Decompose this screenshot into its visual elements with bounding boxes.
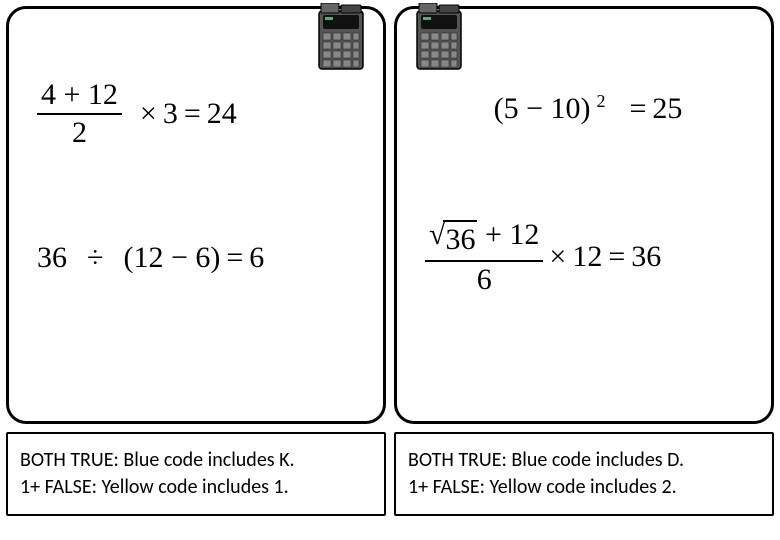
card-right: (5 − 10)2 = 25 √ 36 + 12 6 × 12 = 3 — [394, 6, 774, 424]
denominator: 6 — [473, 262, 496, 296]
sqrt: √ 36 — [429, 220, 477, 258]
answer-line-false: 1+ FALSE: Yellow code includes 1. — [20, 474, 372, 501]
equals-sign: = — [226, 243, 243, 273]
equals-sign: = — [608, 242, 625, 272]
answer-box-right: BOTH TRUE: Blue code includes D. 1+ FALS… — [394, 432, 774, 516]
fraction: 4 + 12 2 — [37, 79, 122, 148]
numerator: √ 36 + 12 — [425, 219, 543, 260]
lhs-value: 36 — [37, 243, 67, 273]
times-sign: × — [549, 242, 566, 272]
calculator-icon — [415, 3, 463, 71]
numerator: 4 + 12 — [37, 79, 122, 113]
equals-sign: = — [184, 99, 201, 129]
result: 6 — [249, 243, 264, 273]
divide-sign: ÷ — [87, 243, 103, 273]
result: 24 — [207, 99, 237, 129]
result: 36 — [631, 242, 661, 272]
answer-line-true: BOTH TRUE: Blue code includes D. — [408, 447, 760, 474]
equation-right-2: √ 36 + 12 6 × 12 = 36 — [417, 219, 751, 296]
multiplier: 12 — [572, 242, 602, 272]
equation-right-1: (5 − 10) 2 = 25 — [417, 94, 751, 124]
card-left: 4 + 12 2 × 3 = 24 36 ÷ (12 − 6) = 6 — [6, 6, 386, 424]
result: 25 — [652, 94, 682, 124]
multiplier: 3 — [163, 99, 178, 129]
equation-left-2: 36 ÷ (12 − 6) = 6 — [29, 243, 363, 273]
paren-expr: (5 − 10) — [494, 94, 591, 124]
answer-line-false: 1+ FALSE: Yellow code includes 2. — [408, 474, 760, 501]
fraction: √ 36 + 12 6 — [425, 219, 543, 296]
times-sign: × — [140, 99, 157, 129]
radicand: 36 — [443, 220, 477, 258]
paren-expr: (12 − 6) — [123, 243, 220, 273]
num-tail: + 12 — [485, 218, 539, 251]
exponent: 2 — [596, 92, 605, 110]
calculator-icon — [317, 3, 365, 71]
denominator: 2 — [68, 115, 91, 149]
equation-left-1: 4 + 12 2 × 3 = 24 — [29, 79, 363, 148]
answer-box-left: BOTH TRUE: Blue code includes K. 1+ FALS… — [6, 432, 386, 516]
answer-line-true: BOTH TRUE: Blue code includes K. — [20, 447, 372, 474]
equals-sign: = — [629, 94, 646, 124]
